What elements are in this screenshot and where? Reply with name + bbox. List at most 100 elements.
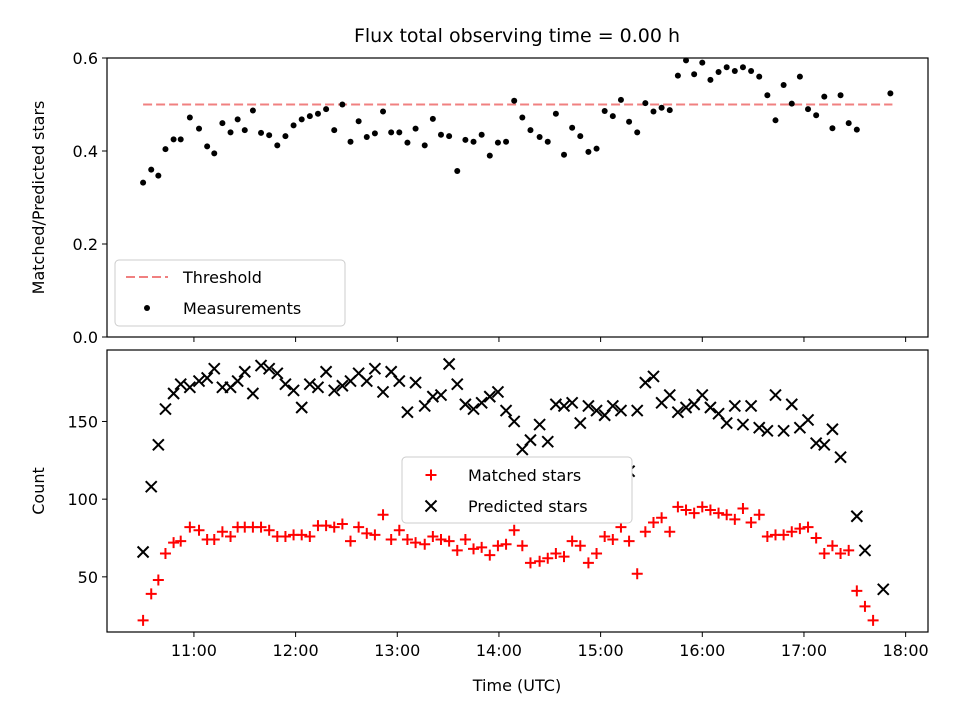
measurement-point — [764, 92, 771, 99]
measurement-point — [298, 116, 305, 123]
matched-star-point — [550, 548, 562, 560]
matched-star-point — [810, 532, 822, 544]
measurement-point — [249, 107, 256, 114]
legend: Threshold Measurements — [114, 259, 346, 327]
matched-star-point — [534, 555, 546, 567]
matched-star-point — [377, 509, 389, 521]
measurement-point — [234, 116, 241, 123]
predicted-star-point — [231, 374, 244, 388]
matched-star-point — [647, 516, 659, 528]
measurement-point — [219, 120, 226, 127]
matched-star-point — [152, 574, 164, 586]
matched-star-point — [468, 543, 480, 555]
legend-threshold-label: Threshold — [182, 268, 262, 287]
matched-star-point — [184, 521, 196, 533]
predicted-star-point — [818, 438, 831, 451]
measurement-point — [577, 133, 584, 140]
matched-star-point — [737, 502, 749, 514]
matched-star-point — [255, 521, 267, 533]
predicted-star-point — [393, 374, 406, 388]
predicted-star-point — [368, 362, 382, 375]
top-panel-matched-ratio: 0.0 0.2 0.4 0.6 Matched/Predicted stars Thres… — [29, 49, 929, 347]
predicted-star-point — [311, 381, 325, 394]
x-tick-label: 16:00 — [679, 641, 725, 660]
measurement-point — [412, 125, 419, 132]
matched-star-point — [320, 520, 332, 532]
predicted-star-point — [459, 398, 472, 411]
predicted-star-point — [262, 362, 276, 375]
predicted-star-point — [376, 385, 390, 399]
measurement-point — [674, 72, 681, 79]
measurement-point — [829, 125, 836, 132]
y-tick-label: 0.2 — [73, 235, 98, 254]
predicted-star-point — [671, 405, 685, 419]
matched-star-point — [279, 530, 291, 542]
matched-star-point — [145, 588, 157, 600]
measurement-point — [266, 132, 273, 139]
matched-star-point — [761, 530, 773, 542]
predicted-star-point — [720, 416, 733, 430]
predicted-star-point — [360, 374, 373, 388]
predicted-star-point — [491, 385, 505, 399]
matched-star-point — [328, 521, 340, 533]
matched-star-point — [175, 535, 187, 547]
matched-star-point — [410, 537, 422, 549]
measurement-point — [837, 92, 844, 99]
matched-star-point — [137, 614, 149, 626]
matched-star-point — [639, 526, 651, 538]
predicted-star-point — [279, 377, 292, 391]
predicted-star-point — [254, 359, 268, 372]
predicted-star-point — [524, 433, 537, 447]
predicted-star-point — [434, 388, 448, 402]
measurement-point — [371, 130, 378, 137]
measurement-point — [306, 113, 313, 120]
predicted-star-point — [167, 387, 180, 400]
measurement-point — [723, 64, 730, 71]
predicted-star-point — [858, 544, 872, 557]
measurement-point — [274, 142, 281, 149]
x-tick-label: 18:00 — [883, 641, 929, 660]
predicted-star-point — [319, 365, 333, 378]
legend-box — [401, 456, 633, 524]
matched-star-point — [524, 557, 536, 569]
measurement-point — [601, 108, 608, 115]
predicted-star-point — [136, 545, 150, 559]
x-tick-label: 12:00 — [273, 641, 319, 660]
predicted-star-point — [152, 438, 165, 451]
plot-frame — [106, 57, 929, 338]
measurement-point — [148, 166, 155, 173]
measurement-point — [609, 113, 616, 120]
predicted-star-point — [614, 404, 628, 417]
predicted-star-point — [557, 399, 571, 413]
measurement-point — [355, 118, 362, 125]
predicted-star-point — [336, 379, 349, 392]
matched-star-point — [566, 535, 578, 547]
predicted-star-point — [582, 399, 595, 413]
measurement-point — [519, 114, 526, 121]
measurement-point — [666, 107, 673, 114]
y-tick-label: 150 — [67, 412, 98, 431]
predicted-star-point — [442, 357, 456, 371]
matched-star-point — [582, 557, 594, 569]
measurement-point — [845, 120, 852, 127]
measurement-point — [634, 129, 641, 136]
matched-star-point — [369, 529, 381, 541]
measurement-point — [569, 124, 576, 131]
y-tick-label: 0.4 — [73, 142, 98, 161]
matched-star-point — [704, 504, 716, 516]
x-tick-label: 17:00 — [781, 641, 827, 660]
matched-star-point — [435, 534, 447, 546]
y-axis-label: Matched/Predicted stars — [29, 101, 48, 295]
matched-star-point — [558, 551, 570, 563]
measurement-point — [503, 138, 510, 145]
measurement-point — [170, 136, 177, 143]
measurement-point — [748, 68, 755, 75]
x-tick-label: 11:00 — [171, 641, 217, 660]
measurement-point — [642, 100, 649, 107]
predicted-star-point — [679, 401, 693, 414]
matched-star-point — [476, 541, 488, 553]
matched-star-point — [696, 501, 708, 513]
measurement-point — [805, 106, 812, 113]
